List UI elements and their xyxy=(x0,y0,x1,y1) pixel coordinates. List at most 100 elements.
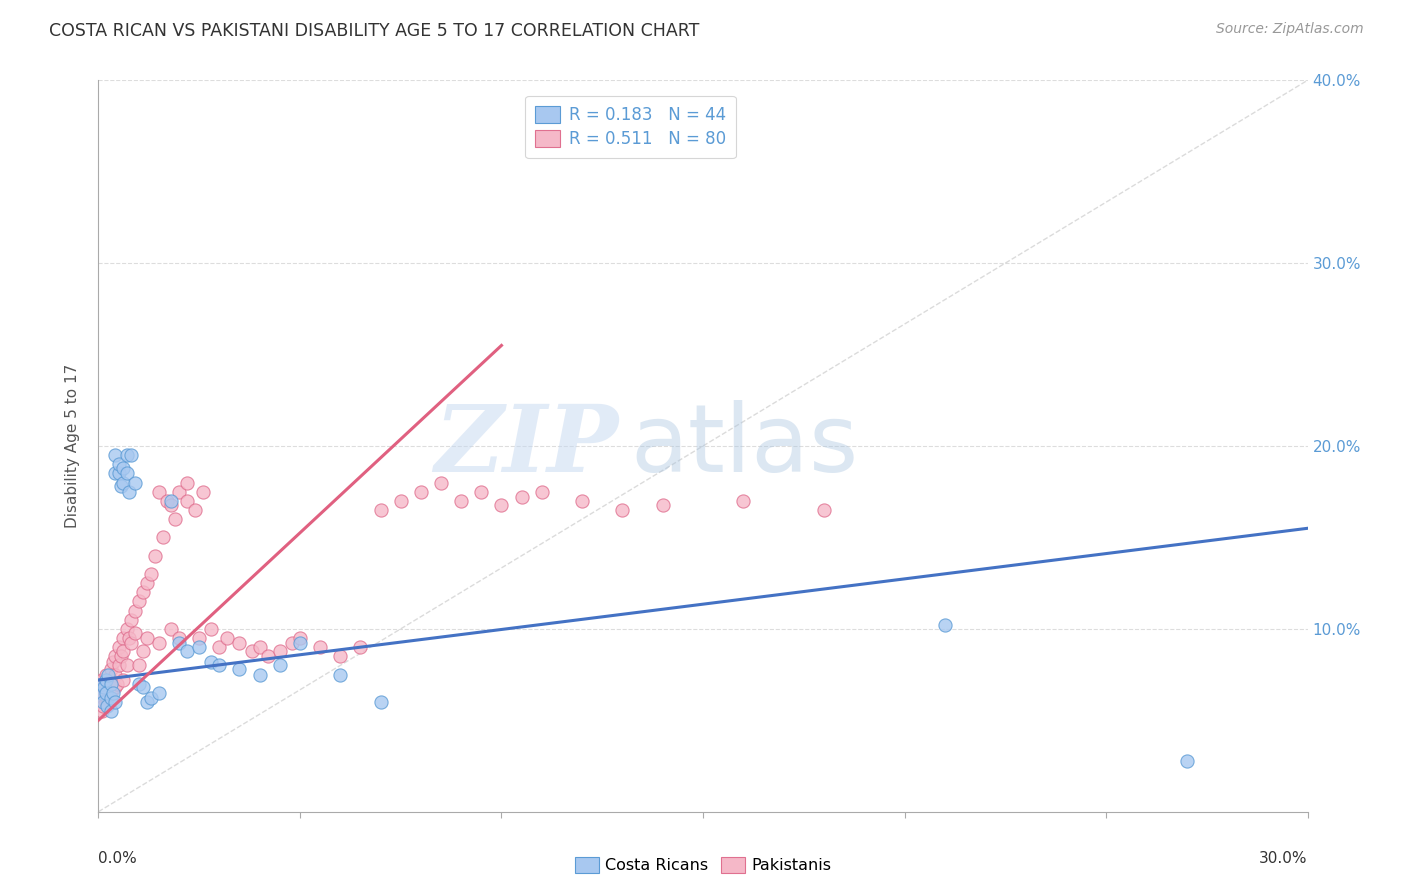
Point xyxy=(148,636,170,650)
Point xyxy=(104,695,127,709)
Point xyxy=(91,686,114,700)
Point xyxy=(188,640,211,655)
Point xyxy=(96,686,118,700)
Point xyxy=(100,686,122,700)
Point xyxy=(163,512,186,526)
Point xyxy=(612,503,634,517)
Point xyxy=(111,475,134,490)
Point xyxy=(1175,754,1198,768)
Point xyxy=(124,625,146,640)
Point xyxy=(813,503,835,517)
Point xyxy=(389,494,412,508)
Point xyxy=(470,484,492,499)
Point xyxy=(148,484,170,499)
Point xyxy=(91,676,114,690)
Point xyxy=(249,640,271,655)
Point xyxy=(135,576,157,591)
Point xyxy=(143,549,166,563)
Point xyxy=(370,695,392,709)
Point xyxy=(430,475,453,490)
Point xyxy=(91,673,114,687)
Point xyxy=(409,484,432,499)
Point xyxy=(103,467,125,481)
Point xyxy=(309,640,332,655)
Point xyxy=(128,594,150,608)
Point xyxy=(111,631,134,645)
Point xyxy=(450,494,472,508)
Point xyxy=(370,503,392,517)
Point xyxy=(176,475,198,490)
Point xyxy=(115,658,138,673)
Point xyxy=(651,498,673,512)
Point xyxy=(148,686,170,700)
Point xyxy=(256,649,278,664)
Point xyxy=(96,667,118,681)
Point xyxy=(100,704,122,718)
Point xyxy=(288,636,311,650)
Point xyxy=(135,695,157,709)
Point xyxy=(530,484,553,499)
Point xyxy=(107,457,129,471)
Point xyxy=(329,649,352,664)
Point xyxy=(188,631,211,645)
Point xyxy=(115,622,138,636)
Point xyxy=(733,494,755,508)
Point xyxy=(100,673,122,687)
Point xyxy=(97,667,120,681)
Point xyxy=(96,691,118,706)
Point xyxy=(112,644,135,658)
Point xyxy=(104,667,127,681)
Point xyxy=(128,658,150,673)
Point xyxy=(91,695,114,709)
Point xyxy=(115,448,138,462)
Point xyxy=(240,644,263,658)
Point xyxy=(103,448,125,462)
Point xyxy=(228,662,250,676)
Point xyxy=(89,695,111,709)
Point xyxy=(124,475,146,490)
Point xyxy=(132,681,155,695)
Point xyxy=(160,494,183,508)
Point xyxy=(124,603,146,617)
Point xyxy=(139,567,162,582)
Point xyxy=(288,631,311,645)
Point xyxy=(510,490,533,504)
Point xyxy=(103,649,125,664)
Point xyxy=(103,681,125,695)
Point xyxy=(571,494,593,508)
Point xyxy=(120,636,142,650)
Text: atlas: atlas xyxy=(630,400,859,492)
Point xyxy=(101,686,124,700)
Point xyxy=(329,667,352,681)
Point xyxy=(160,498,183,512)
Point xyxy=(167,631,190,645)
Point xyxy=(281,636,304,650)
Point xyxy=(100,691,122,706)
Point xyxy=(200,655,222,669)
Y-axis label: Disability Age 5 to 17: Disability Age 5 to 17 xyxy=(65,364,80,528)
Point xyxy=(167,636,190,650)
Text: ZIP: ZIP xyxy=(434,401,619,491)
Point xyxy=(91,698,114,713)
Point xyxy=(107,467,129,481)
Point xyxy=(101,655,124,669)
Point xyxy=(184,503,207,517)
Point xyxy=(90,704,112,718)
Legend: R = 0.183   N = 44, R = 0.511   N = 80: R = 0.183 N = 44, R = 0.511 N = 80 xyxy=(526,96,735,158)
Point xyxy=(96,695,118,709)
Point xyxy=(132,585,155,599)
Point xyxy=(208,658,231,673)
Point xyxy=(110,649,132,664)
Point xyxy=(176,644,198,658)
Text: 30.0%: 30.0% xyxy=(1260,851,1308,865)
Point xyxy=(193,484,215,499)
Point xyxy=(118,631,141,645)
Text: COSTA RICAN VS PAKISTANI DISABILITY AGE 5 TO 17 CORRELATION CHART: COSTA RICAN VS PAKISTANI DISABILITY AGE … xyxy=(49,22,700,40)
Text: 0.0%: 0.0% xyxy=(98,851,138,865)
Point xyxy=(96,698,118,713)
Point xyxy=(105,676,128,690)
Point xyxy=(349,640,371,655)
Point xyxy=(96,673,118,687)
Point xyxy=(934,618,956,632)
Point xyxy=(491,498,513,512)
